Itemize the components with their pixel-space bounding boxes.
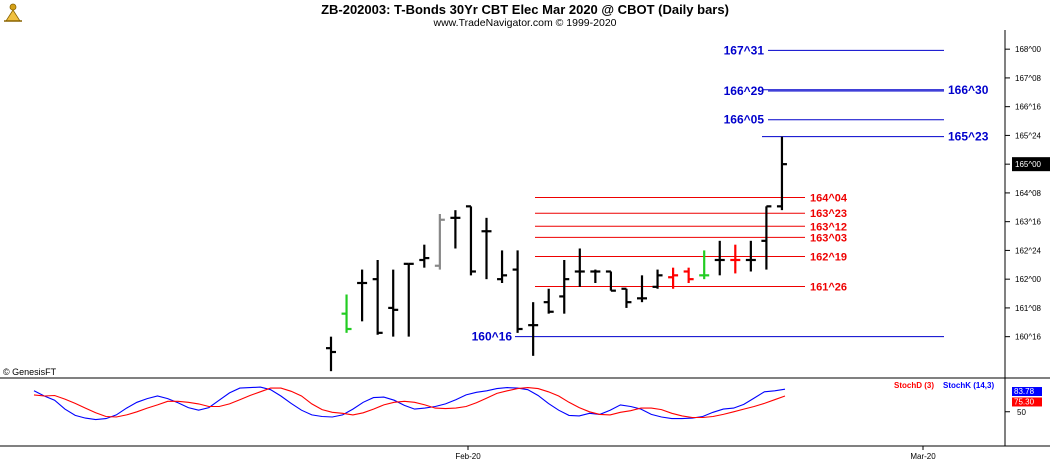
price-levels: 167^31 166^30 166^29 166^05 165^23 164^04 163^… [472,43,989,343]
ohlc-bar [730,244,741,274]
date-axis: Feb-20 Mar-20 [455,446,936,461]
ohlc-bar [341,294,352,333]
price-level-label: 160^16 [472,330,513,344]
ohlc-bar [326,336,336,372]
stoch-tick-label: 50 [1017,408,1026,417]
ohlc-bar [388,269,399,337]
ohlc-bar [497,250,508,283]
ohlc-bar [714,240,725,276]
ohlc-bar [652,269,663,289]
chart-subtitle: www.TradeNavigator.com © 1999-2020 [433,17,617,29]
ohlc-bar [776,136,787,211]
stoch-k-value-box [1012,387,1042,397]
ohlc-bar [637,275,647,303]
price-tick-label: 162^24 [1015,246,1042,255]
price-tick-label: 161^08 [1015,304,1042,313]
price-tick-label: 165^00 [1015,160,1042,169]
ohlc-bar [481,217,492,280]
ohlc-bar [745,240,756,272]
ohlc-bar [559,260,570,314]
ohlc-bar [512,250,523,333]
ohlc-bar [605,270,616,292]
stoch-d-value-box [1012,397,1042,407]
price-tick-label: 168^00 [1015,45,1042,54]
price-tick-label: 166^16 [1015,103,1042,112]
ohlc-bar [403,262,414,337]
price-level-label: 161^26 [810,281,847,293]
ohlc-bar [543,288,554,314]
stoch-k-value: 83.78 [1014,387,1035,396]
ohlc-bar [621,287,632,308]
legend-stoch-d: StochD (3) [894,381,934,390]
stoch-d-value: 75.30 [1014,397,1035,406]
price-level-label: 165^23 [948,130,989,144]
price-level-label: 163^12 [810,221,847,233]
ohlc-bar [419,244,430,268]
ohlc-bar [574,248,585,287]
price-tick-label: 162^00 [1015,275,1042,284]
current-price-box [1012,157,1050,172]
price-level-label: 167^31 [724,43,765,57]
price-level-label: 164^04 [810,193,848,205]
legend-stoch-k: StochK (14,3) [943,381,994,390]
ohlc-bar [699,250,710,280]
ohlc-bar [590,269,601,283]
price-tick-label: 165^24 [1015,131,1042,140]
ohlc-bar [528,302,539,356]
price-tick-label: 167^08 [1015,74,1042,83]
genesis-logo-icon [4,3,22,22]
ohlc-bar [434,214,445,270]
price-level-label: 162^19 [810,252,847,264]
price-tick-label: 160^16 [1015,333,1042,342]
date-tick-label: Feb-20 [455,452,481,461]
price-level-label: 163^23 [810,208,847,220]
ohlc-bar [683,267,694,283]
price-level-label: 166^29 [724,84,765,98]
current-price-label: 165^00 [1015,160,1042,169]
price-tick-label: 164^08 [1015,189,1042,198]
price-tick-label: 163^16 [1015,218,1042,227]
price-level-label: 166^05 [724,113,765,127]
ohlc-bar [465,205,476,276]
ohlc-bar [372,260,383,335]
price-level-label: 166^30 [948,83,989,97]
chart-title: ZB-202003: T-Bonds 30Yr CBT Elec Mar 202… [321,2,729,17]
chart-frame [0,30,1050,447]
stoch-d-line [33,387,786,419]
date-tick-label: Mar-20 [910,452,936,461]
stoch-k-line [33,386,786,421]
ohlc-bar [668,267,679,289]
ohlc-bar [761,205,772,270]
price-bars [326,136,787,372]
price-level-label: 163^03 [810,232,847,244]
data-credit: © GenesisFT [3,367,57,377]
ohlc-bar [357,269,368,322]
ohlc-bar [450,210,461,249]
price-axis: 168^00 167^08 166^16 165^24 165^00 164^08 163^… [1005,45,1050,342]
